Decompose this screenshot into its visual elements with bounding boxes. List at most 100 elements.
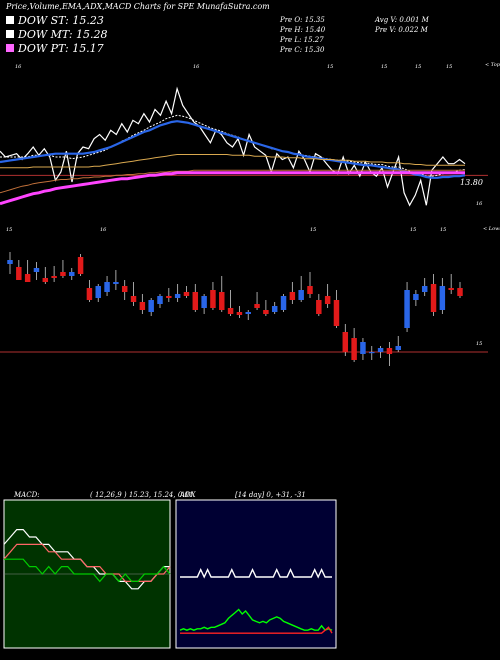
legend-swatch xyxy=(6,16,14,24)
ohlc-avg-volume: Avg V: 0.001 M xyxy=(375,16,429,24)
ema-right-tick: 16 xyxy=(476,201,483,207)
candle-body xyxy=(254,304,260,308)
candle-body xyxy=(104,282,110,292)
candle-body xyxy=(166,296,172,298)
candle-body xyxy=(201,296,207,308)
legend-swatch xyxy=(6,30,14,38)
candle-body xyxy=(307,286,313,294)
candle-body xyxy=(236,312,243,315)
candle-body xyxy=(413,294,419,300)
candle-body xyxy=(369,352,375,354)
candle-body xyxy=(16,267,22,280)
legend-swatch xyxy=(6,44,14,52)
adx-series-line xyxy=(179,608,333,632)
candle-top-tick: 16 xyxy=(100,227,107,233)
legend-label: DOW MT: 15.28 xyxy=(18,27,108,41)
candle-body xyxy=(430,284,437,312)
macd-panel xyxy=(3,499,171,649)
ohlc-pre-volume: Pre V: 0.022 M xyxy=(375,26,428,34)
candle-top-tick: 15 xyxy=(6,227,12,233)
adx-series-line xyxy=(180,626,333,634)
candle-body xyxy=(219,292,225,310)
candle-body xyxy=(457,288,463,296)
candle-body xyxy=(157,296,163,304)
candle-body xyxy=(210,290,216,308)
adx-series-line xyxy=(180,567,332,579)
legend-label: DOW ST: 15.23 xyxy=(18,13,104,27)
macd-values: ( 12,26,9 ) 15.23, 15.24, 0.01 xyxy=(90,491,194,499)
candle-body xyxy=(24,274,31,282)
candle-body xyxy=(121,286,128,292)
candle-body xyxy=(192,292,199,310)
candle-body xyxy=(174,294,181,298)
candle-body xyxy=(421,286,428,292)
candle-body xyxy=(439,286,446,310)
legend-dow-pt: DOW PT: 15.17 xyxy=(6,41,104,55)
candle-body xyxy=(7,260,13,264)
legend-dow-mt: DOW MT: 15.28 xyxy=(6,27,108,41)
ohlc-low: Pre L: 15.27 xyxy=(280,36,324,44)
candle-body xyxy=(51,276,57,278)
adx-values: [14 day] 0, +31, -31 xyxy=(235,491,306,499)
candle-body xyxy=(95,286,101,298)
ema-panel: 16 16 15 15 15 15 < Tops 13.80 16 xyxy=(0,62,500,207)
candle-body xyxy=(113,282,119,284)
candle-body xyxy=(69,272,75,276)
candle-body xyxy=(342,332,349,352)
adx-panel xyxy=(175,499,337,649)
candle-body xyxy=(395,346,401,350)
candle-panel: 15 16 15 15 15 < Lows 15 xyxy=(0,226,500,366)
ema-top-tick: 16 xyxy=(15,64,22,70)
legend-label: DOW PT: 15.17 xyxy=(18,41,104,55)
ohlc-open: Pre O: 15.35 xyxy=(280,16,325,24)
ema-series-line xyxy=(0,120,466,179)
ema-series-line xyxy=(0,154,465,169)
candle-body xyxy=(298,290,304,300)
ohlc-high: Pre H: 15.40 xyxy=(280,26,326,34)
candle-body xyxy=(139,302,146,310)
macd-label: MACD: xyxy=(14,491,40,499)
ema-tops-label: < Tops xyxy=(485,62,500,68)
macd-series-line xyxy=(4,558,171,583)
candle-body xyxy=(377,348,384,352)
ema-top-tick: 15 xyxy=(381,64,387,70)
page-title: Price,Volume,EMA,ADX,MACD Charts for SPE… xyxy=(6,2,270,11)
candle-body xyxy=(271,306,278,312)
candle-body xyxy=(245,312,251,314)
ema-top-tick: 15 xyxy=(327,64,333,70)
ema-series-line xyxy=(0,169,465,194)
candle-body xyxy=(148,300,154,312)
candle-body xyxy=(448,288,454,290)
candle-body xyxy=(360,342,366,354)
candle-body xyxy=(280,296,287,310)
macd-series-line xyxy=(3,543,171,583)
candle-right-tick: 15 xyxy=(476,341,482,347)
candle-body xyxy=(60,272,66,276)
candle-body xyxy=(263,310,269,314)
candle-body xyxy=(316,300,322,314)
candle-body xyxy=(86,288,93,300)
candle-body xyxy=(33,268,40,272)
candle-body xyxy=(227,308,234,314)
candle-top-tick: 15 xyxy=(440,227,446,233)
candle-body xyxy=(130,296,137,302)
candle-body xyxy=(42,278,49,282)
candle-body xyxy=(404,290,410,328)
candle-body xyxy=(333,300,340,326)
candle-lows-label: < Lows xyxy=(483,226,500,232)
ema-top-tick: 15 xyxy=(446,64,452,70)
candle-body xyxy=(183,292,190,296)
candle-top-tick: 15 xyxy=(310,227,316,233)
ema-top-tick: 16 xyxy=(193,64,200,70)
candle-top-tick: 15 xyxy=(410,227,416,233)
ohlc-close: Pre C: 15.30 xyxy=(280,46,325,54)
ema-price-tag: 13.80 xyxy=(460,178,483,187)
ema-top-tick: 15 xyxy=(415,64,421,70)
candle-body xyxy=(351,338,357,360)
candle-body xyxy=(324,296,331,304)
ema-series-line xyxy=(0,171,465,206)
legend-dow-st: DOW ST: 15.23 xyxy=(6,13,104,27)
candle-body xyxy=(289,292,296,300)
